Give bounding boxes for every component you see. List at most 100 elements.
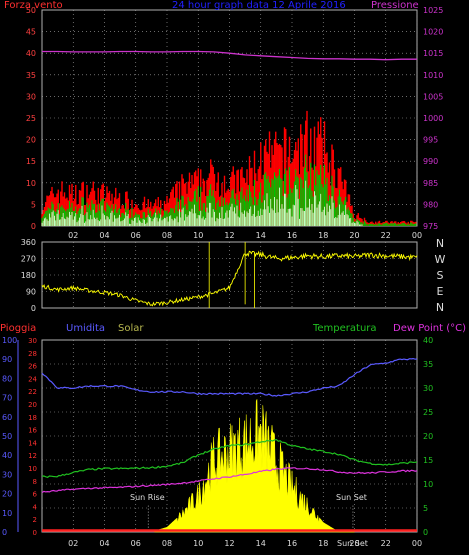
pressure-tick-label: 995 bbox=[423, 136, 438, 145]
rain-tick-label: 8 bbox=[33, 478, 37, 486]
pressure-tick-label: 980 bbox=[423, 200, 438, 209]
time-tick-label: 10 bbox=[193, 539, 203, 548]
time-tick-label: 20 bbox=[349, 539, 359, 548]
time-tick-label: 06 bbox=[131, 539, 141, 548]
direction-tick-label: 270 bbox=[21, 255, 36, 264]
temperature-tick-label: 0 bbox=[423, 528, 428, 537]
rain-tick-label: 30 bbox=[28, 337, 37, 345]
sunset-label: Sun Set bbox=[336, 493, 367, 502]
time-tick-label: 20 bbox=[349, 231, 359, 240]
compass-label: E bbox=[437, 285, 444, 298]
time-tick-label: 14 bbox=[256, 231, 266, 240]
humidity-tick-label: 30 bbox=[2, 470, 12, 479]
pressure-tick-label: 990 bbox=[423, 157, 438, 166]
humidity-tick-label: 40 bbox=[2, 451, 12, 460]
time-tick-label: 16 bbox=[287, 231, 297, 240]
rain-tick-label: 26 bbox=[28, 363, 37, 371]
compass-label: W bbox=[435, 253, 446, 266]
temperature-tick-label: 40 bbox=[423, 336, 433, 345]
pressure-tick-label: 1025 bbox=[423, 6, 443, 15]
wind-tick-label: 5 bbox=[31, 200, 36, 209]
compass-label: N bbox=[436, 301, 444, 314]
rain-tick-label: 14 bbox=[28, 439, 37, 447]
rain-tick-label: 4 bbox=[33, 503, 38, 511]
time-tick-label: 18 bbox=[318, 539, 328, 548]
sunset-bottom-label: Sun Set bbox=[337, 539, 368, 548]
time-tick-label: 04 bbox=[99, 231, 109, 240]
humidity-tick-label: 100 bbox=[2, 336, 17, 345]
time-tick-label: 08 bbox=[162, 231, 172, 240]
wind-tick-label: 45 bbox=[26, 28, 36, 37]
rain-tick-label: 12 bbox=[28, 452, 37, 460]
temperature-tick-label: 30 bbox=[423, 384, 433, 393]
direction-tick-label: 360 bbox=[21, 238, 36, 247]
wind-direction-line bbox=[41, 250, 418, 307]
panel-direction-plot bbox=[41, 242, 418, 308]
time-tick-label: 08 bbox=[162, 539, 172, 548]
wind-tick-label: 30 bbox=[26, 92, 36, 101]
time-tick-label: 12 bbox=[224, 231, 234, 240]
compass-label: N bbox=[436, 237, 444, 250]
time-tick-label: 02 bbox=[68, 231, 78, 240]
humidity-tick-label: 10 bbox=[2, 509, 12, 518]
temperature-tick-label: 15 bbox=[423, 456, 433, 465]
time-tick-label: 12 bbox=[224, 539, 234, 548]
time-tick-label: 22 bbox=[381, 231, 391, 240]
time-tick-label: 02 bbox=[68, 539, 78, 548]
temperature-tick-label: 5 bbox=[423, 504, 428, 513]
rain-tick-label: 2 bbox=[33, 516, 37, 524]
humidity-tick-label: 20 bbox=[2, 490, 12, 499]
time-tick-label: 18 bbox=[318, 231, 328, 240]
time-tick-label: 22 bbox=[381, 539, 391, 548]
time-tick-label: 00 bbox=[412, 231, 422, 240]
wind-tick-label: 35 bbox=[26, 71, 36, 80]
wind-tick-label: 40 bbox=[26, 49, 36, 58]
wind-tick-label: 25 bbox=[26, 114, 36, 123]
dewpoint-legend: Dew Point (°C) bbox=[393, 323, 466, 334]
rain-tick-label: 22 bbox=[28, 388, 37, 396]
panel-wind-plot bbox=[41, 50, 417, 226]
rain-tick-label: 0 bbox=[33, 529, 37, 537]
direction-tick-label: 180 bbox=[21, 271, 36, 280]
solar-legend: Solar bbox=[118, 323, 144, 334]
humidity-tick-label: 70 bbox=[2, 394, 12, 403]
rain-tick-label: 18 bbox=[28, 414, 37, 422]
wind-tick-label: 0 bbox=[31, 222, 36, 231]
sunrise-label: Sun Rise bbox=[130, 493, 165, 502]
pressure-line bbox=[42, 50, 417, 61]
panel-direction-grid bbox=[42, 242, 418, 308]
wind-tick-label: 10 bbox=[26, 179, 36, 188]
pressure-axis-title: Pressione bbox=[371, 0, 419, 11]
time-tick-label: 16 bbox=[287, 539, 297, 548]
time-tick-label: 10 bbox=[193, 231, 203, 240]
humidity-legend: Umidita bbox=[66, 323, 105, 334]
wind-tick-label: 50 bbox=[26, 6, 36, 15]
chart-title: 24 hour graph data 12 Aprile 2016 bbox=[172, 0, 346, 11]
temperature-legend: Temperatura bbox=[312, 323, 377, 334]
humidity-line bbox=[41, 357, 418, 397]
temperature-tick-label: 10 bbox=[423, 480, 433, 489]
temperature-line bbox=[41, 438, 418, 478]
humidity-tick-label: 60 bbox=[2, 413, 12, 422]
pressure-tick-label: 1005 bbox=[423, 92, 443, 101]
direction-tick-label: 90 bbox=[26, 288, 36, 297]
time-tick-label: 00 bbox=[412, 539, 422, 548]
rain-tick-label: 24 bbox=[28, 375, 37, 383]
rain-tick-label: 6 bbox=[33, 491, 38, 499]
time-tick-label: 06 bbox=[131, 231, 141, 240]
pressure-tick-label: 1000 bbox=[423, 114, 443, 123]
humidity-tick-label: 0 bbox=[2, 528, 7, 537]
pressure-tick-label: 1015 bbox=[423, 49, 443, 58]
rain-tick-label: 16 bbox=[28, 427, 37, 435]
temperature-tick-label: 25 bbox=[423, 408, 433, 417]
compass-label: S bbox=[437, 269, 444, 282]
humidity-tick-label: 80 bbox=[2, 374, 12, 383]
rain-tick-label: 10 bbox=[28, 465, 37, 473]
rain-legend: Pioggia bbox=[0, 323, 36, 334]
wind-tick-label: 15 bbox=[26, 157, 36, 166]
temperature-tick-label: 20 bbox=[423, 432, 433, 441]
humidity-tick-label: 50 bbox=[2, 432, 12, 441]
pressure-tick-label: 1020 bbox=[423, 28, 443, 37]
rain-tick-label: 20 bbox=[28, 401, 37, 409]
